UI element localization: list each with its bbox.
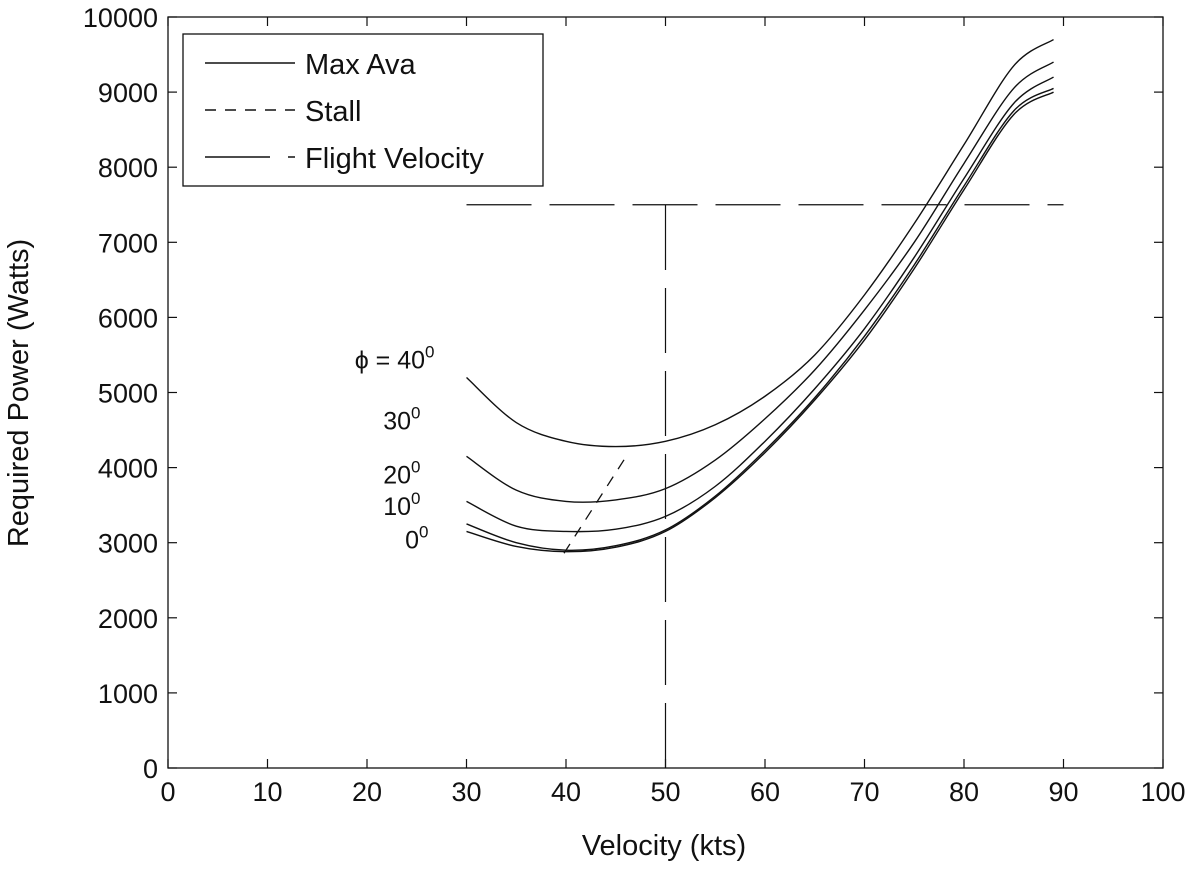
y-tick-label: 8000 [98,153,158,183]
legend-label-stall: Stall [305,96,361,128]
x-tick-label: 0 [160,777,175,807]
series-line-3 [466,61,1054,503]
curve-label: ϕ = 400 [355,342,435,374]
series-line-2 [466,76,1054,533]
series-line-0 [466,91,1054,553]
legend-label-flight-velocity: Flight Velocity [305,143,484,175]
series-lines [466,38,1054,554]
x-tick-label: 30 [451,777,481,807]
x-tick-label: 60 [750,777,780,807]
curve-label: 00 [405,522,428,554]
y-tick-label: 9000 [98,78,158,108]
series-line-1 [466,87,1054,551]
curve-label: 100 [383,489,420,521]
x-tick-label: 90 [1048,777,1078,807]
y-tick-label: 5000 [98,379,158,409]
y-tick-label: 2000 [98,604,158,634]
curve-label: 200 [383,457,420,489]
axis-ticks: 0 10 20 30 40 50 60 70 80 90 100010002000300040005… [83,3,1186,807]
x-tick-label: 20 [352,777,382,807]
y-tick-label: 1000 [98,679,158,709]
curve-label: 300 [383,403,420,435]
x-tick-label: 40 [551,777,581,807]
x-tick-label: 70 [849,777,879,807]
x-tick-label: 10 [252,777,282,807]
y-tick-label: 7000 [98,228,158,258]
x-axis-title: Velocity (kts) [582,830,746,862]
y-tick-label: 4000 [98,454,158,484]
plot-frame [167,16,1164,769]
y-tick-label: 3000 [98,529,158,559]
y-tick-label: 10000 [83,3,158,33]
reference-lines [466,204,1064,768]
y-tick-label: 0 [143,754,158,784]
legend-box [182,33,544,187]
x-tick-label: 80 [949,777,979,807]
stall-line [563,452,630,554]
legend: Max Ava Stall Flight Velocity [182,33,544,187]
x-tick-label: 100 [1140,777,1185,807]
x-tick-label: 50 [650,777,680,807]
series-line-4 [466,38,1054,448]
y-axis-title: Required Power (Watts) [3,239,35,547]
legend-label-max-ava: Max Ava [305,49,417,81]
y-tick-label: 6000 [98,303,158,333]
